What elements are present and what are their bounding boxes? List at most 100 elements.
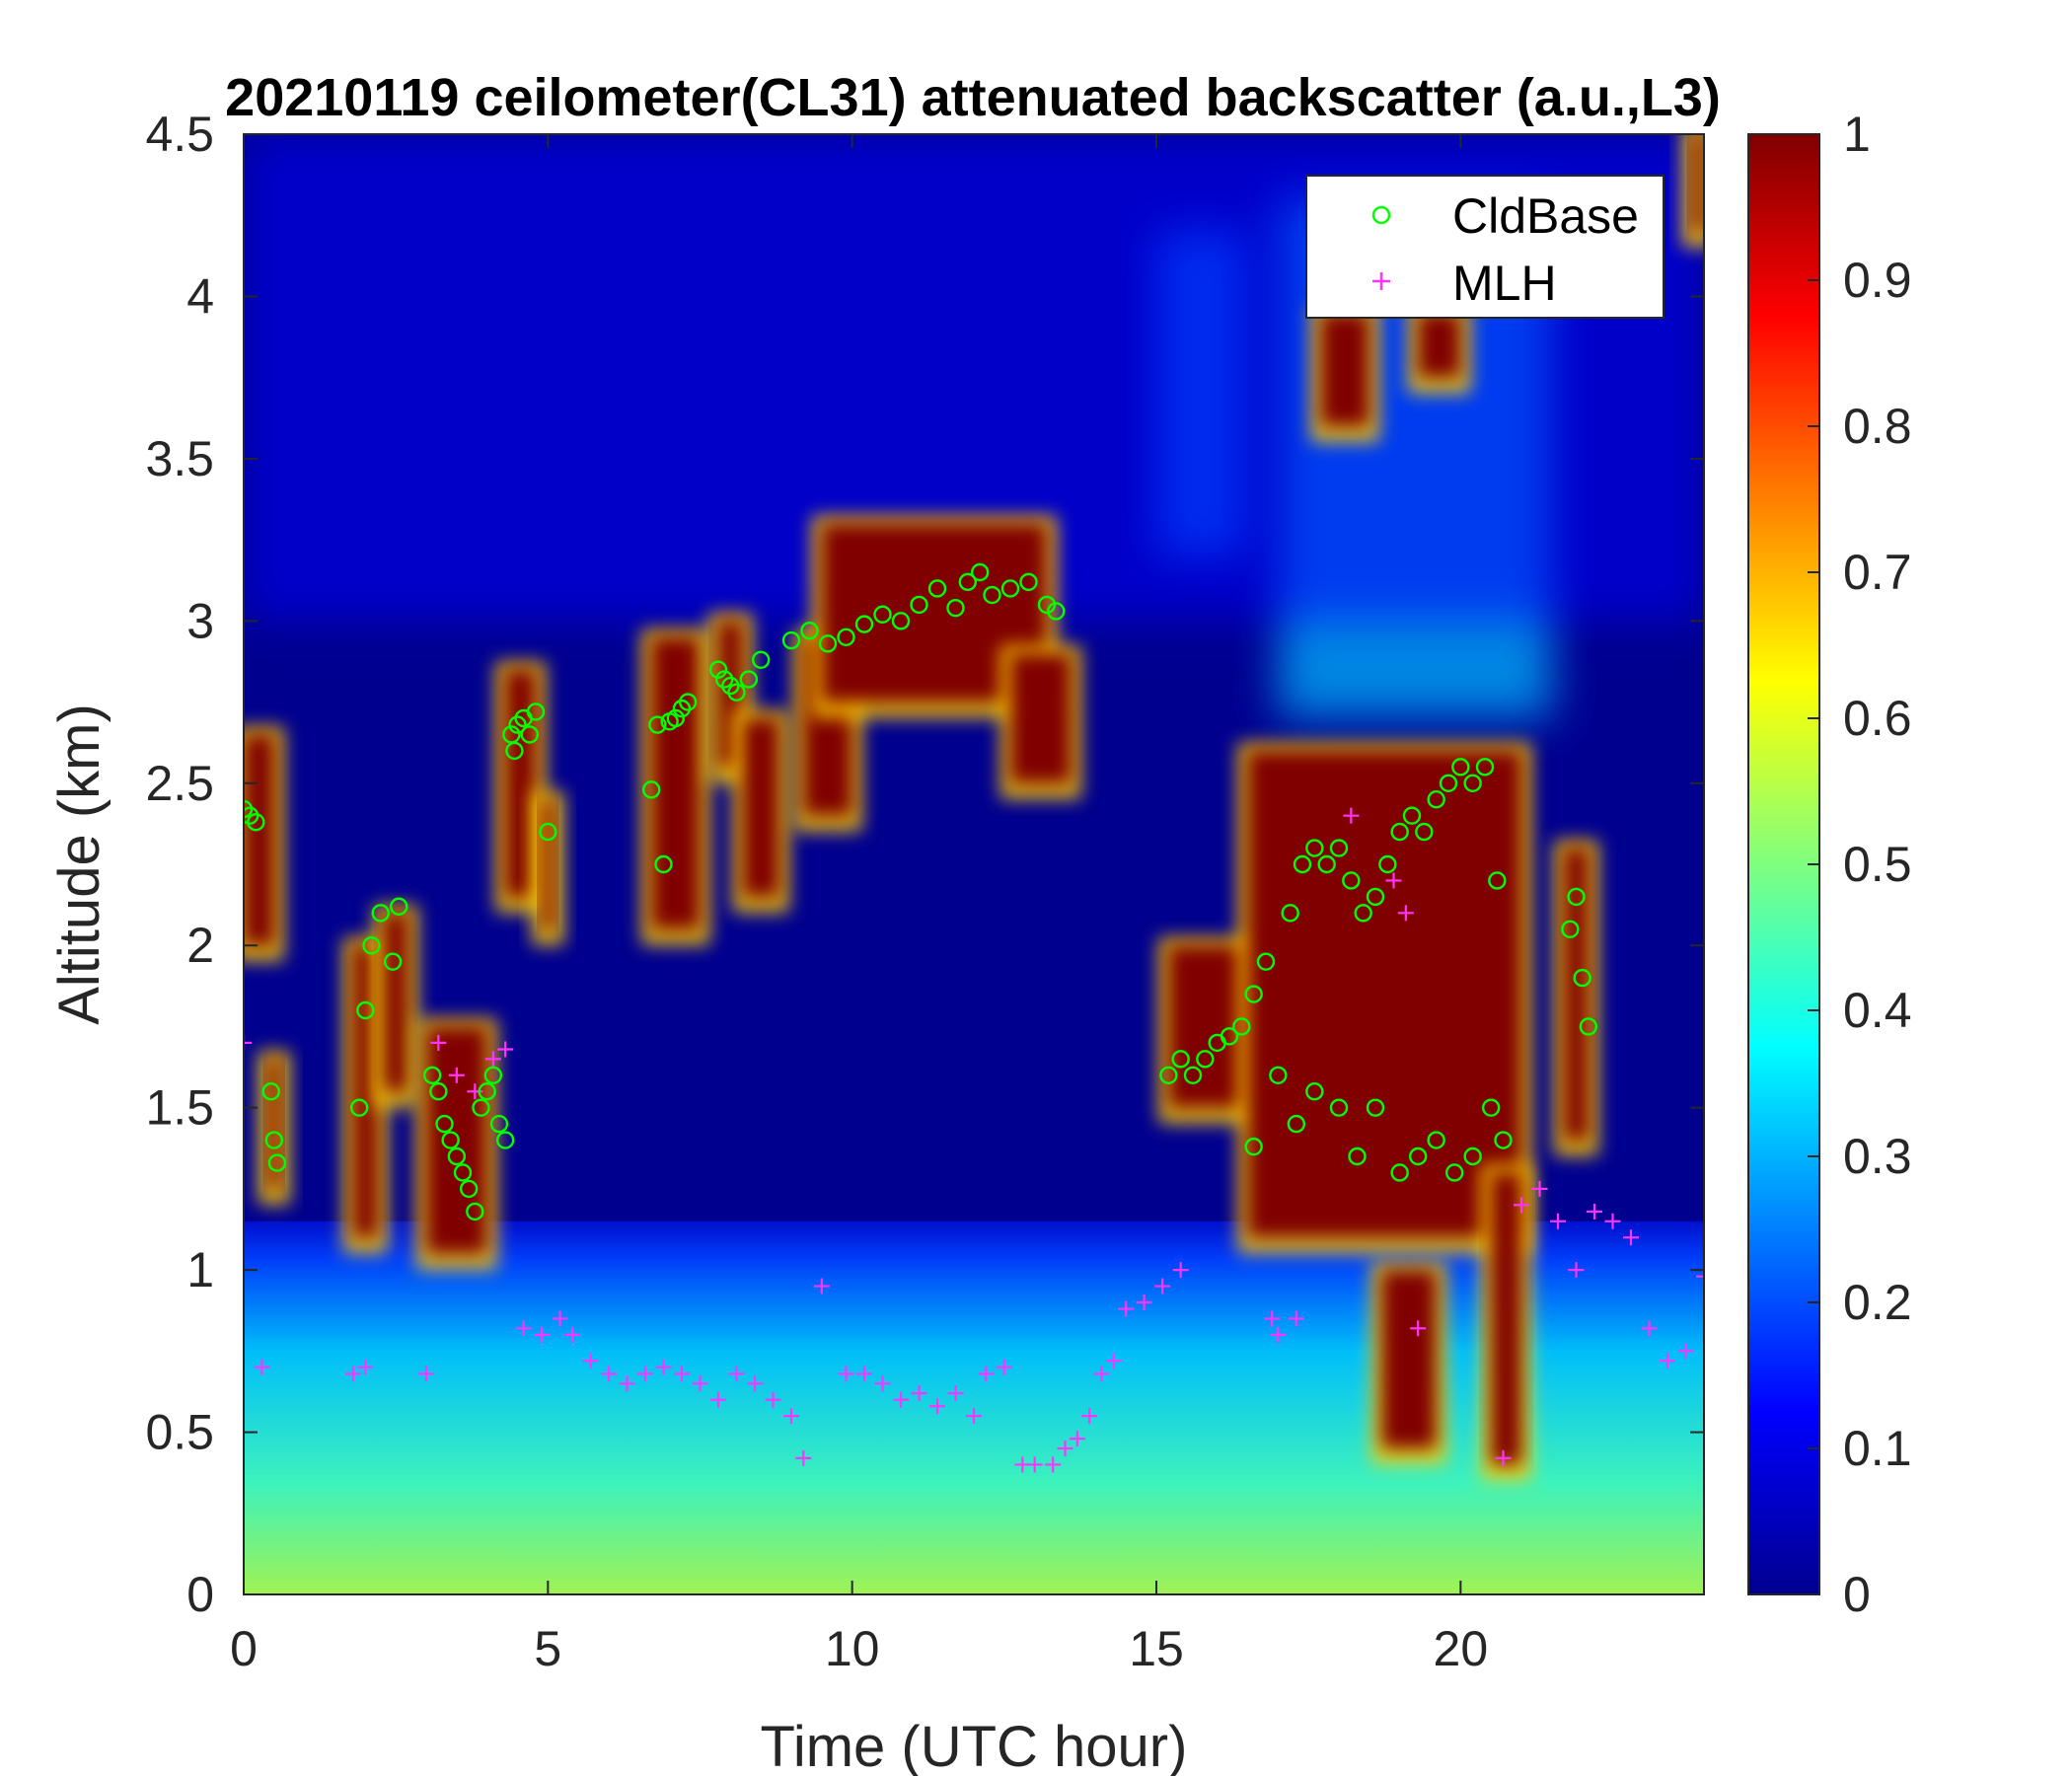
mlh-point — [996, 1359, 1012, 1375]
cldbase-point — [1159, 1066, 1178, 1084]
cldbase-point — [520, 725, 540, 744]
cldbase-point — [526, 703, 546, 721]
plot-area: 0 5 10 15 20 0 0.5 1 1.5 2 2.5 3 3.5 4 4.5 — [145, 107, 1705, 1676]
colorbar-tick-label: 0.8 — [1843, 399, 1912, 454]
mlh-point — [1623, 1229, 1639, 1246]
cldbase-point — [1305, 1082, 1324, 1101]
mlh-point — [947, 1385, 964, 1402]
cldbase-point — [1281, 904, 1299, 923]
x-tick-label: 20 — [1434, 1621, 1489, 1676]
cldbase-point — [483, 1066, 503, 1084]
cldbase-point — [489, 1114, 509, 1134]
cloud-layer — [1491, 1172, 1521, 1465]
x-tick-label: 5 — [534, 1621, 561, 1676]
cldbase-point — [1494, 1131, 1513, 1149]
cldbase-point — [435, 1114, 454, 1134]
legend-cldbase-label: CldBase — [1452, 188, 1639, 244]
mlh-point — [838, 1366, 854, 1382]
cldbase-point — [429, 1082, 448, 1101]
mlh-point — [1641, 1320, 1658, 1337]
mlh-point — [874, 1375, 891, 1392]
colorbar-tick-label: 0.3 — [1843, 1129, 1912, 1184]
mlh-point — [747, 1375, 763, 1392]
cldbase-point — [1269, 1066, 1288, 1084]
mlh-point — [515, 1320, 532, 1337]
mlh-point — [856, 1366, 872, 1382]
mlh-point — [1154, 1278, 1171, 1295]
mlh-point — [929, 1398, 945, 1415]
cldbase-point — [1037, 595, 1057, 615]
cloud-layer — [742, 718, 779, 897]
mlh-point — [1587, 1203, 1602, 1220]
mlh-point — [1172, 1262, 1189, 1279]
cldbase-point — [1354, 904, 1372, 923]
cldbase-point — [1439, 774, 1458, 792]
mlh-point — [1270, 1326, 1287, 1343]
cloud-layer — [542, 799, 555, 929]
mlh-point — [674, 1366, 690, 1382]
cldbase-point — [910, 595, 928, 615]
mlh-point — [1045, 1456, 1062, 1473]
cldbase-point — [1561, 920, 1580, 938]
marker-layer — [244, 562, 1704, 1473]
mlh-point — [1604, 1213, 1621, 1229]
cldbase-point — [983, 585, 1001, 605]
cldbase-point — [648, 715, 667, 734]
cldbase-point — [383, 952, 403, 971]
colorbar: 0 0.1 0.2 0.3 0.4 0.5 0.6 0.7 0.8 0.9 1 — [1747, 107, 1912, 1622]
mlh-point — [1288, 1310, 1304, 1327]
colorbar-tick-label: 0.1 — [1843, 1421, 1912, 1476]
boundary-layer-band — [244, 1221, 1704, 1594]
cldbase-point — [708, 660, 728, 679]
cldbase-point — [441, 1131, 460, 1149]
cldbase-point — [264, 1131, 284, 1149]
mlh-point — [765, 1391, 781, 1408]
cldbase-point — [466, 1202, 484, 1221]
legend: CldBase MLH — [1305, 175, 1665, 319]
cldbase-point — [356, 1000, 375, 1020]
cloud-layer — [383, 913, 408, 1092]
cldbase-point — [1402, 806, 1422, 825]
cldbase-point — [1342, 871, 1361, 890]
cldbase-point — [1427, 1131, 1445, 1149]
legend-box — [1305, 175, 1665, 319]
cldbase-point — [641, 780, 661, 799]
mlh-point — [430, 1034, 447, 1051]
cloud-layer — [651, 636, 701, 929]
y-tick-label: 4.5 — [145, 107, 214, 162]
cldbase-point — [1171, 1050, 1190, 1069]
mlh-point — [1081, 1408, 1098, 1425]
cldbase-point — [1047, 602, 1066, 621]
y-axis: 0 0.5 1 1.5 2 2.5 3 3.5 4 4.5 — [145, 107, 1704, 1622]
mlh-point — [552, 1310, 568, 1327]
mlh-point — [582, 1353, 599, 1369]
mlh-point — [1410, 1320, 1427, 1337]
x-axis-label: Time (UTC hour) — [761, 1715, 1188, 1776]
cldbase-point — [958, 572, 978, 592]
mlh-point — [1531, 1180, 1548, 1197]
cldbase-point — [422, 1066, 442, 1084]
colorbar-tick-label: 0.5 — [1843, 837, 1912, 892]
mlh-point — [619, 1375, 635, 1392]
cldbase-point — [267, 1153, 287, 1172]
cloud-layer — [1320, 312, 1369, 426]
cloud-layer — [505, 669, 536, 897]
mlh-point — [1343, 807, 1360, 824]
mlh-point — [357, 1359, 374, 1375]
cldbase-point — [539, 822, 557, 842]
colorbar-tick-label: 0.7 — [1843, 545, 1912, 600]
mlh-point — [1093, 1366, 1110, 1382]
mlh-point — [1069, 1431, 1085, 1447]
cldbase-point — [247, 813, 265, 832]
cldbase-point — [1256, 952, 1276, 971]
colorbar-tick-label: 0.9 — [1843, 253, 1912, 308]
mlh-point — [254, 1359, 270, 1375]
mlh-point — [728, 1366, 745, 1382]
y-tick-label: 0.5 — [145, 1405, 214, 1460]
y-tick-label: 4 — [186, 268, 214, 324]
cldbase-point — [1579, 1017, 1598, 1036]
cldbase-point — [1390, 822, 1409, 842]
cldbase-point — [505, 741, 524, 761]
cldbase-point — [1366, 1098, 1385, 1117]
cldbase-point — [478, 1082, 496, 1101]
